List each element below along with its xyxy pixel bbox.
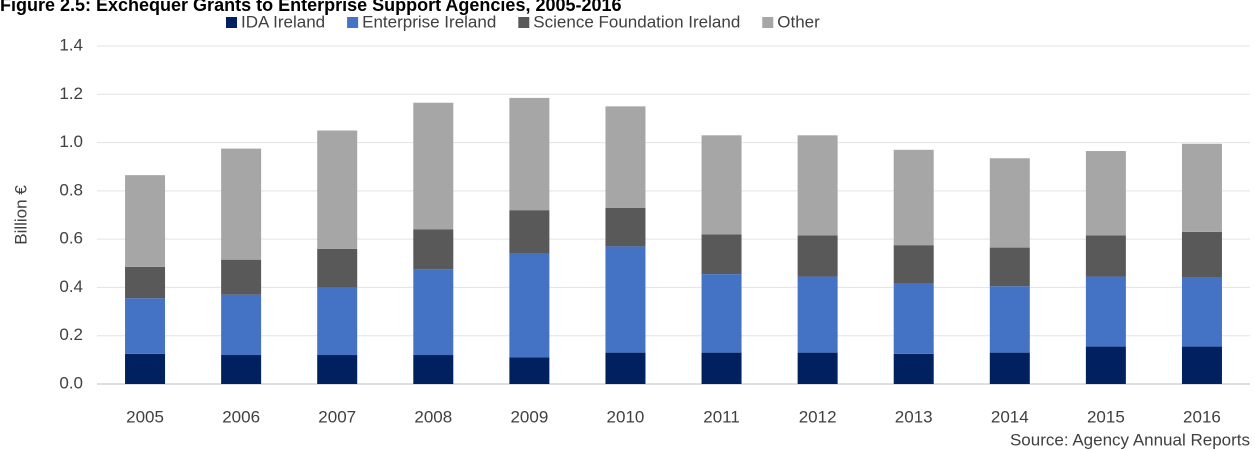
legend-swatch (762, 17, 774, 28)
y-tick-label: 1.0 (59, 132, 83, 151)
y-tick-label: 0.8 (59, 180, 83, 199)
x-tick-label: 2009 (510, 407, 548, 426)
bar-segment (125, 266, 166, 299)
bar-segment (317, 355, 358, 384)
legend-swatch (518, 17, 530, 28)
bar-segment (1181, 231, 1222, 278)
bar-segment (221, 294, 262, 356)
bar-segment (605, 106, 646, 208)
y-tick-label: 0.6 (59, 229, 83, 248)
bar-segment (1181, 143, 1222, 232)
bar-segment (413, 102, 454, 230)
bar-segment (125, 175, 166, 267)
legend-swatch (347, 17, 359, 28)
bar-segment (317, 248, 358, 288)
bar-segment (509, 253, 550, 358)
x-tick-label: 2011 (703, 407, 740, 426)
x-tick-label: 2008 (414, 407, 452, 426)
bar-segment (893, 353, 934, 384)
legend-label: IDA Ireland (241, 12, 325, 31)
bar-segment (509, 357, 550, 384)
x-tick-label: 2010 (607, 407, 645, 426)
bar-segment (701, 274, 742, 353)
bar-segment (701, 135, 742, 235)
bar-segment (1085, 151, 1126, 236)
bar-segment (413, 355, 454, 384)
bar-segment (125, 353, 166, 384)
bar-segment (893, 283, 934, 354)
bar-segment (1085, 346, 1126, 384)
y-tick-label: 0.4 (59, 277, 83, 296)
y-tick-label: 1.4 (59, 35, 83, 54)
x-tick-label: 2016 (1183, 407, 1221, 426)
bar-segment (317, 130, 358, 249)
bar-segment (317, 287, 358, 356)
bar-segment (989, 286, 1030, 353)
y-tick-label: 1.2 (59, 84, 83, 103)
y-tick-label: 0.2 (59, 325, 83, 344)
bar-segment (1181, 346, 1222, 384)
bar-segment (605, 207, 646, 247)
bar-segment (797, 352, 838, 384)
bar-segment (1085, 276, 1126, 347)
x-tick-label: 2006 (222, 407, 260, 426)
bar-segment (413, 229, 454, 270)
bar-segment (989, 158, 1030, 248)
bar-segment (605, 246, 646, 353)
bar-segment (605, 352, 646, 384)
bar-segment (797, 235, 838, 277)
legend-label: Enterprise Ireland (362, 12, 496, 31)
bar-segment (509, 97, 550, 211)
x-tick-label: 2013 (895, 407, 933, 426)
x-tick-label: 2014 (991, 407, 1029, 426)
bar-segment (1181, 277, 1222, 347)
chart-title: Figure 2.5: Exchequer Grants to Enterpri… (0, 0, 622, 15)
bar-segment (701, 352, 742, 384)
bar-segment (989, 247, 1030, 287)
bar-segment (221, 148, 262, 260)
legend-swatch (226, 17, 237, 28)
x-tick-label: 2012 (799, 407, 837, 426)
bar-segment (797, 276, 838, 353)
source-note: Source: Agency Annual Reports (1010, 430, 1250, 449)
bar-segment (413, 269, 454, 356)
bar-segment (509, 210, 550, 254)
bar-segment (125, 298, 166, 354)
x-tick-label: 2015 (1087, 407, 1125, 426)
bar-segment (797, 135, 838, 236)
bar-segment (1085, 235, 1126, 277)
y-tick-label: 0.0 (59, 373, 83, 392)
x-tick-label: 2005 (126, 407, 164, 426)
legend-label: Other (777, 12, 820, 31)
bar-segment (893, 245, 934, 284)
bar-segment (221, 259, 262, 295)
legend-label: Science Foundation Ireland (533, 12, 740, 31)
bar-segment (701, 234, 742, 275)
bar-segment (221, 355, 262, 384)
x-tick-label: 2007 (318, 407, 356, 426)
bar-segment (989, 352, 1030, 384)
bar-segment (893, 149, 934, 246)
y-axis-label: Billion € (11, 185, 30, 245)
